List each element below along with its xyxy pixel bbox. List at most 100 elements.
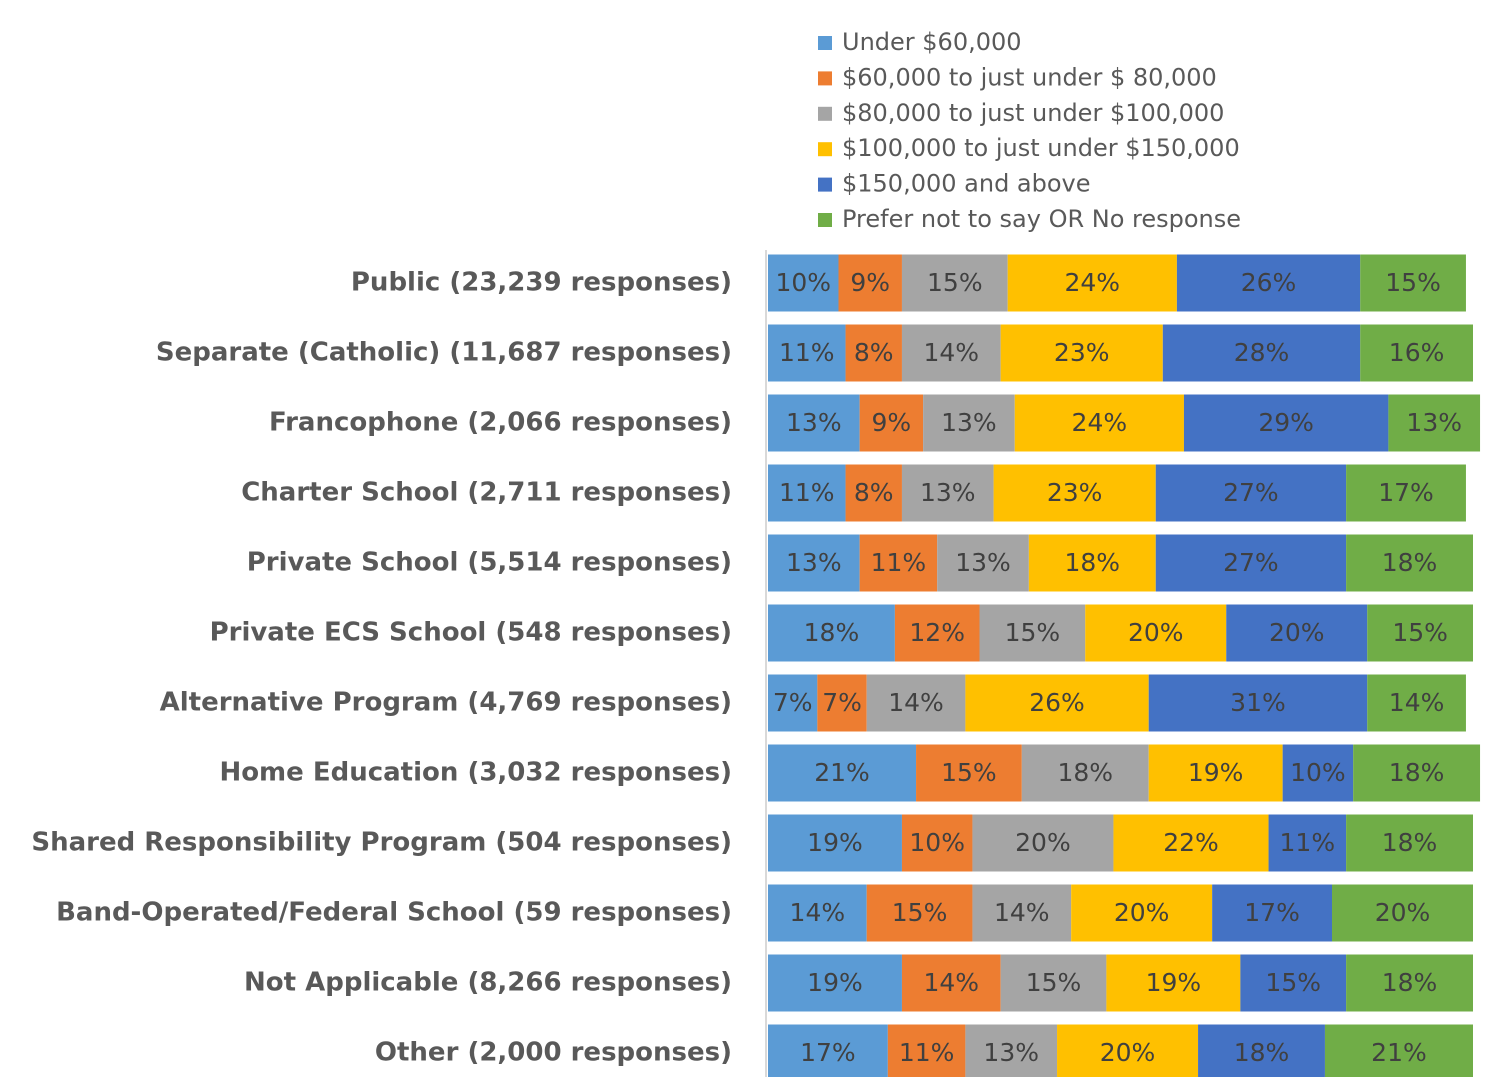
bar-segment bbox=[768, 464, 846, 522]
bar-segment bbox=[1113, 814, 1269, 872]
data-label: 15% bbox=[1385, 268, 1441, 297]
bar-segment bbox=[1360, 324, 1473, 382]
category-label: Separate (Catholic) (11,687 responses) bbox=[156, 338, 732, 368]
bar-segment bbox=[1155, 464, 1347, 522]
data-label: 11% bbox=[899, 1038, 955, 1067]
bar-segment bbox=[1176, 254, 1361, 312]
data-label: 13% bbox=[786, 548, 842, 577]
data-label: 15% bbox=[1265, 968, 1321, 997]
data-label: 17% bbox=[800, 1038, 856, 1067]
data-label: 20% bbox=[1269, 618, 1325, 647]
bar-segment bbox=[1367, 604, 1473, 662]
data-label: 13% bbox=[1406, 408, 1462, 437]
bar-segment bbox=[838, 254, 902, 312]
data-label: 7% bbox=[773, 688, 813, 717]
bar-segment bbox=[1021, 744, 1149, 802]
data-label: 11% bbox=[871, 548, 927, 577]
bar-segment bbox=[979, 604, 1086, 662]
legend-swatch bbox=[818, 106, 832, 121]
data-label: 9% bbox=[850, 268, 890, 297]
data-label: 15% bbox=[1026, 968, 1082, 997]
bar-segment bbox=[768, 1024, 888, 1077]
bar-segment bbox=[1148, 674, 1368, 732]
bar-segment bbox=[768, 814, 902, 872]
data-label: 19% bbox=[1146, 968, 1202, 997]
data-label: 18% bbox=[1382, 828, 1438, 857]
data-label: 19% bbox=[807, 828, 863, 857]
bar-segment bbox=[768, 254, 839, 312]
bar-segment bbox=[1007, 254, 1177, 312]
data-label: 17% bbox=[1378, 478, 1434, 507]
data-label: 10% bbox=[775, 268, 831, 297]
bar-segment bbox=[937, 534, 1029, 592]
category-label: Charter School (2,711 responses) bbox=[241, 478, 732, 508]
data-label: 9% bbox=[872, 408, 912, 437]
bar-segment bbox=[1000, 324, 1163, 382]
data-label: 23% bbox=[1047, 478, 1103, 507]
bar-segment bbox=[1268, 814, 1347, 872]
bar-segment bbox=[866, 884, 973, 942]
data-label: 13% bbox=[983, 1038, 1039, 1067]
data-label: 31% bbox=[1230, 688, 1286, 717]
data-label: 14% bbox=[790, 898, 846, 927]
data-label: 18% bbox=[1065, 548, 1121, 577]
category-label: Not Applicable (8,266 responses) bbox=[244, 968, 732, 998]
data-label: 18% bbox=[1234, 1038, 1290, 1067]
bar-segment bbox=[768, 324, 846, 382]
data-label: 13% bbox=[955, 548, 1011, 577]
bar-segment bbox=[1332, 884, 1473, 942]
data-label: 20% bbox=[1114, 898, 1170, 927]
data-label: 26% bbox=[1029, 688, 1085, 717]
data-label: 22% bbox=[1163, 828, 1219, 857]
data-label: 10% bbox=[1290, 758, 1346, 787]
category-label: Private ECS School (548 responses) bbox=[210, 618, 732, 648]
data-label: 27% bbox=[1223, 478, 1279, 507]
bar-segment bbox=[866, 674, 966, 732]
data-label: 29% bbox=[1258, 408, 1314, 437]
bar-segment bbox=[1028, 534, 1156, 592]
legend-swatch bbox=[818, 213, 832, 227]
bar-segment bbox=[1324, 1024, 1473, 1077]
bar-segment bbox=[1183, 394, 1389, 452]
category-label: Other (2,000 responses) bbox=[375, 1038, 732, 1068]
legend-label: $80,000 to just under $100,000 bbox=[842, 99, 1224, 127]
bar-segment bbox=[1198, 1024, 1325, 1077]
data-label: 7% bbox=[822, 688, 862, 717]
bar-segment bbox=[965, 1024, 1058, 1077]
data-label: 13% bbox=[920, 478, 976, 507]
data-label: 13% bbox=[941, 408, 997, 437]
bar-segment bbox=[768, 534, 860, 592]
category-label: Band-Operated/Federal School (59 respons… bbox=[56, 898, 732, 928]
data-label: 15% bbox=[1005, 618, 1061, 647]
data-label: 20% bbox=[1015, 828, 1071, 857]
legend-swatch bbox=[818, 71, 832, 86]
bar-segment bbox=[845, 464, 902, 522]
bar-segment bbox=[859, 394, 924, 452]
data-label: 15% bbox=[941, 758, 997, 787]
legend-label: Under $60,000 bbox=[842, 28, 1022, 56]
bar-segment bbox=[859, 534, 938, 592]
bar-segment bbox=[768, 604, 895, 662]
bar-segment bbox=[1388, 394, 1481, 452]
legend-swatch bbox=[818, 142, 832, 157]
bar-segment bbox=[768, 674, 818, 732]
data-label: 8% bbox=[854, 478, 894, 507]
data-label: 15% bbox=[927, 268, 983, 297]
bar-segment bbox=[1360, 254, 1466, 312]
bar-segment bbox=[901, 254, 1008, 312]
bar-segment bbox=[1071, 884, 1213, 942]
bar-segment bbox=[1148, 744, 1283, 802]
bar-segment bbox=[923, 394, 1015, 452]
legend-label: $100,000 to just under $150,000 bbox=[842, 134, 1240, 162]
category-label: Home Education (3,032 responses) bbox=[219, 758, 732, 788]
bar-segment bbox=[1346, 464, 1466, 522]
bar-segment bbox=[1212, 884, 1332, 942]
category-label: Alternative Program (4,769 responses) bbox=[160, 688, 732, 718]
category-label: Francophone (2,066 responses) bbox=[269, 408, 732, 438]
bar-segment bbox=[1226, 604, 1368, 662]
data-label: 18% bbox=[1382, 968, 1438, 997]
bar-segment bbox=[1085, 604, 1227, 662]
bar-segment bbox=[768, 954, 902, 1012]
bar-segment bbox=[768, 884, 867, 942]
